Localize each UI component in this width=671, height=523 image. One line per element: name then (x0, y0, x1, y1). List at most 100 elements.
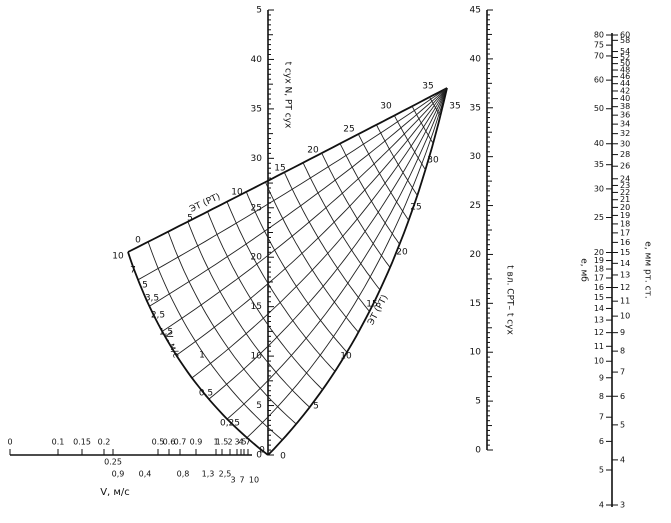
right-edge-label: 25 (410, 203, 421, 213)
fan-temp-line (147, 241, 283, 441)
top-edge-label: 25 (343, 125, 354, 135)
right-edge-label: 20 (396, 248, 408, 258)
fan-wind-line (226, 87, 448, 420)
mm-label: 26 (620, 162, 630, 171)
mm-label: 5 (620, 420, 625, 429)
scale-label: 35 (251, 104, 262, 114)
mm-label: 24 (620, 174, 630, 183)
wind-edge-label: 3,5 (145, 294, 159, 304)
top-edge-label: 15 (274, 164, 285, 174)
mb-label: 60 (594, 76, 604, 85)
right-edge-label: 5 (313, 402, 319, 412)
fan-temp-line (245, 191, 348, 353)
wind-top-label: 0.6 (163, 438, 176, 447)
mm-label: 20 (620, 203, 630, 212)
fan-temp-line (187, 221, 310, 408)
mm-label: 23 (620, 181, 630, 190)
mm-label: 28 (620, 150, 630, 159)
fan-wind-line (191, 87, 448, 379)
mb-label: 13 (594, 316, 604, 325)
wind-bottom-label: 0,8 (177, 470, 190, 479)
mm-label: 36 (620, 111, 630, 120)
mb-label: 80 (594, 31, 604, 40)
scale-label: 5 (475, 397, 481, 407)
top-edge-label: 5 (187, 214, 193, 224)
dry-title: t сух N, РТ сух (283, 62, 293, 129)
fan-temp-line (264, 181, 359, 333)
scale-label: 10 (251, 352, 263, 362)
mb-label: 25 (594, 213, 604, 222)
mb-label: 20 (594, 248, 604, 257)
wind-edge-label: 7 (130, 266, 136, 276)
scale-label: 15 (251, 302, 262, 312)
fan-temp-line (127, 251, 269, 456)
mb-label: 30 (594, 184, 604, 193)
scale-label: 25 (251, 203, 262, 213)
mb-label: 50 (594, 104, 604, 113)
mm-label: 46 (620, 72, 630, 81)
wind-top-label: 1.5 (216, 438, 229, 447)
mm-label: 17 (620, 228, 630, 237)
mm-label: 14 (620, 259, 630, 268)
mm-label: 44 (620, 79, 630, 88)
scale-label: 5 (256, 401, 262, 411)
wind-edge-label: 5 (142, 281, 148, 291)
mb-label: 17 (594, 273, 604, 282)
fan-temp-line (376, 124, 418, 196)
mm-label: 22 (620, 188, 630, 197)
mm-label: 13 (620, 270, 630, 279)
right-edge-label: 15 (366, 300, 377, 310)
wind-top-label: 0.5 (152, 438, 165, 447)
mb-label: 7 (599, 413, 604, 422)
wind-bottom-label: 3 (230, 476, 235, 485)
mm-label: 34 (620, 120, 630, 129)
vapor-mb-title: e, мб (579, 258, 589, 282)
scale-label: 20 (251, 253, 263, 263)
fan-temp-line (393, 115, 426, 171)
wind-title: V, м/с (100, 487, 130, 498)
mb-label: 8 (599, 392, 604, 401)
right-edge-label: 0 (280, 452, 286, 462)
fan-temp-line (302, 162, 381, 291)
wind-top-label: 0.7 (174, 438, 187, 447)
wind-top-label: 0.2 (98, 438, 111, 447)
wind-top-label: 0.15 (73, 438, 91, 447)
fan-wind-line (246, 87, 448, 439)
mm-label: 12 (620, 283, 630, 292)
mb-label: 16 (594, 283, 604, 292)
mm-label: 18 (620, 219, 630, 228)
mm-label: 42 (620, 86, 630, 95)
mm-label: 8 (620, 347, 625, 356)
wind-edge-label: 0,25 (220, 419, 240, 429)
wind-bottom-label: 2,5 (219, 470, 232, 479)
scale-label: 30 (251, 154, 263, 164)
fan-temp-line (339, 143, 400, 245)
mb-label: 6 (599, 437, 604, 446)
wind-bottom-label: 0,4 (139, 470, 152, 479)
scale-label: 20 (470, 250, 482, 260)
mm-label: 38 (620, 102, 630, 111)
wind-bottom-label: 10 (249, 476, 259, 485)
mm-label: 7 (620, 368, 625, 377)
mb-label: 70 (594, 51, 604, 60)
wind-top-label: 0 (7, 438, 12, 447)
wet-title: t вл. СРТ– t сух (505, 265, 515, 335)
mm-label: 4 (620, 455, 625, 464)
fan-temp-line (207, 211, 323, 391)
fan-temp-line (411, 106, 434, 144)
scale-label: 0 (475, 446, 481, 456)
mb-label: 15 (594, 293, 604, 302)
scale-label: 40 (251, 55, 263, 65)
wind-top-label: 7 (245, 438, 250, 447)
mm-label: 11 (620, 297, 630, 306)
top-edge-label: 35 (422, 82, 433, 92)
mm-label: 19 (620, 211, 630, 220)
top-edge-label: 10 (231, 188, 243, 198)
mm-label: 54 (620, 47, 630, 56)
fan-temp-line (226, 201, 336, 372)
mb-label: 40 (594, 139, 604, 148)
fan-temp-line (283, 172, 370, 312)
scale-label: 15 (470, 299, 481, 309)
wind-edge-label: 0,5 (199, 389, 213, 399)
